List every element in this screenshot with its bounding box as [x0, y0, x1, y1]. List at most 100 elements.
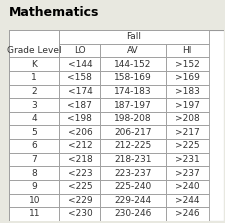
Bar — [9, 98, 59, 112]
Bar — [59, 71, 100, 85]
Bar — [59, 30, 208, 44]
Text: 4: 4 — [31, 114, 37, 123]
Bar — [165, 98, 208, 112]
Bar — [9, 194, 59, 207]
Bar — [59, 180, 100, 194]
Text: <218: <218 — [67, 155, 92, 164]
Bar — [59, 166, 100, 180]
Text: 8: 8 — [31, 169, 37, 178]
Bar — [59, 57, 100, 71]
Bar — [100, 207, 165, 221]
Text: 223-237: 223-237 — [114, 169, 151, 178]
Text: >225: >225 — [174, 141, 199, 150]
Bar — [9, 166, 59, 180]
Bar — [165, 207, 208, 221]
Text: 9: 9 — [31, 182, 37, 191]
Bar — [59, 98, 100, 112]
Text: 212-225: 212-225 — [114, 141, 151, 150]
Bar — [100, 44, 165, 57]
Bar — [165, 139, 208, 153]
Text: 7: 7 — [31, 155, 37, 164]
Bar — [100, 180, 165, 194]
Text: <230: <230 — [67, 209, 92, 219]
Text: 144-152: 144-152 — [114, 60, 151, 69]
Text: <223: <223 — [67, 169, 92, 178]
Bar — [100, 166, 165, 180]
Text: LO: LO — [74, 46, 85, 55]
Text: HI: HI — [182, 46, 191, 55]
Text: >244: >244 — [174, 196, 199, 205]
Bar — [59, 153, 100, 166]
Bar — [165, 85, 208, 98]
Text: Mathematics: Mathematics — [9, 6, 99, 19]
Text: <144: <144 — [67, 60, 92, 69]
Text: 5: 5 — [31, 128, 37, 137]
Text: >240: >240 — [174, 182, 199, 191]
Text: >183: >183 — [174, 87, 199, 96]
Bar — [59, 112, 100, 125]
Text: <229: <229 — [67, 196, 92, 205]
Text: >208: >208 — [174, 114, 199, 123]
Text: <212: <212 — [67, 141, 92, 150]
Text: 218-231: 218-231 — [114, 155, 151, 164]
Bar — [9, 180, 59, 194]
Bar — [100, 139, 165, 153]
Text: 229-244: 229-244 — [114, 196, 151, 205]
Text: 230-246: 230-246 — [114, 209, 151, 219]
Text: 3: 3 — [31, 101, 37, 109]
Bar — [59, 207, 100, 221]
Text: <174: <174 — [67, 87, 92, 96]
Text: >152: >152 — [174, 60, 199, 69]
Bar — [165, 166, 208, 180]
Bar — [100, 85, 165, 98]
Bar — [9, 125, 59, 139]
Bar — [100, 153, 165, 166]
Bar — [165, 153, 208, 166]
Text: >169: >169 — [174, 73, 199, 82]
Text: >217: >217 — [174, 128, 199, 137]
Bar — [59, 44, 100, 57]
Text: 187-197: 187-197 — [114, 101, 151, 109]
Text: >231: >231 — [174, 155, 199, 164]
Text: >246: >246 — [174, 209, 199, 219]
Bar — [165, 44, 208, 57]
Text: <158: <158 — [67, 73, 92, 82]
Text: 1: 1 — [31, 73, 37, 82]
Bar — [59, 139, 100, 153]
Bar — [59, 85, 100, 98]
Bar — [9, 57, 59, 71]
Text: <187: <187 — [67, 101, 92, 109]
Bar — [9, 112, 59, 125]
Text: 10: 10 — [28, 196, 40, 205]
Text: <225: <225 — [67, 182, 92, 191]
Bar — [165, 71, 208, 85]
Bar — [100, 112, 165, 125]
Bar — [9, 153, 59, 166]
Text: 198-208: 198-208 — [114, 114, 151, 123]
Bar — [165, 57, 208, 71]
Bar — [100, 98, 165, 112]
Text: Fall: Fall — [126, 32, 141, 41]
Bar — [100, 194, 165, 207]
Text: 158-169: 158-169 — [114, 73, 151, 82]
Text: >237: >237 — [174, 169, 199, 178]
Bar — [165, 194, 208, 207]
Bar — [165, 180, 208, 194]
Text: K: K — [31, 60, 37, 69]
Text: 225-240: 225-240 — [114, 182, 151, 191]
Bar — [9, 85, 59, 98]
Text: <198: <198 — [67, 114, 92, 123]
Bar — [9, 30, 59, 57]
Text: >197: >197 — [174, 101, 199, 109]
Bar — [9, 139, 59, 153]
Bar — [100, 57, 165, 71]
Text: Grade Level: Grade Level — [7, 46, 61, 55]
Bar — [59, 194, 100, 207]
Text: 6: 6 — [31, 141, 37, 150]
Bar — [165, 125, 208, 139]
Bar — [100, 71, 165, 85]
Bar — [9, 207, 59, 221]
Text: AV: AV — [127, 46, 138, 55]
Bar — [100, 125, 165, 139]
Bar — [59, 125, 100, 139]
